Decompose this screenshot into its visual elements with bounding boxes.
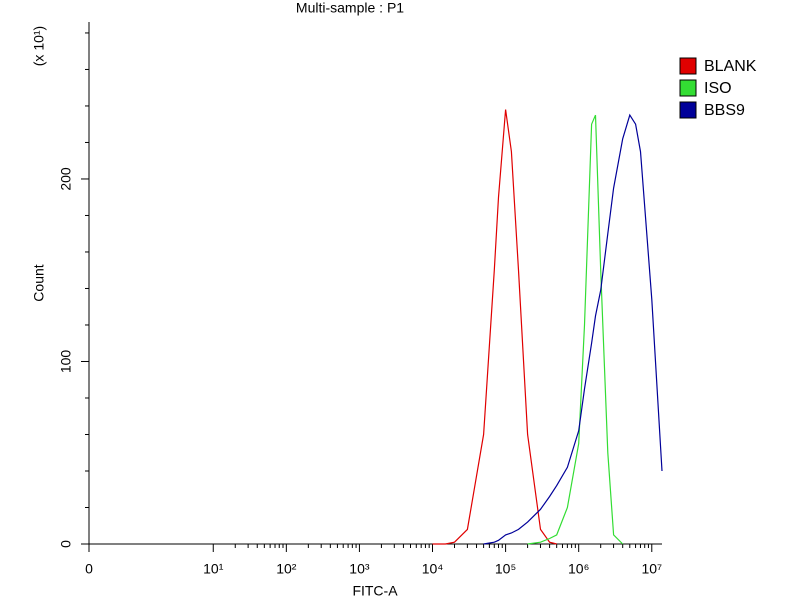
x-tick-label: 10³ [349,561,370,577]
x-tick-label: 10¹ [203,561,224,577]
x-tick-label: 10⁴ [422,561,444,577]
x-tick-label: 0 [85,561,93,577]
legend-swatch [679,57,697,75]
x-tick-label: 10⁷ [641,561,662,577]
x-axis-label: FITC-A [352,583,398,599]
y-axis-label: Count [31,264,47,301]
series-line [527,114,624,545]
x-tick-label: 10² [276,561,297,577]
legend-label: BLANK [704,58,757,75]
series-line [432,109,557,545]
legend-label: BBS9 [704,102,745,119]
x-tick-label: 10⁶ [568,561,589,577]
y-tick-label: 0 [58,540,74,548]
legend-label: ISO [704,80,732,97]
chart-title: Multi-sample : P1 [296,0,404,16]
y-tick-label: 100 [58,350,74,374]
y-multiplier: (x 10¹) [31,26,47,66]
y-tick-label: 200 [58,167,74,191]
legend-swatch [679,79,697,97]
series-line [483,113,663,545]
legend-swatch [679,101,697,119]
x-tick-label: 10⁵ [495,561,516,577]
